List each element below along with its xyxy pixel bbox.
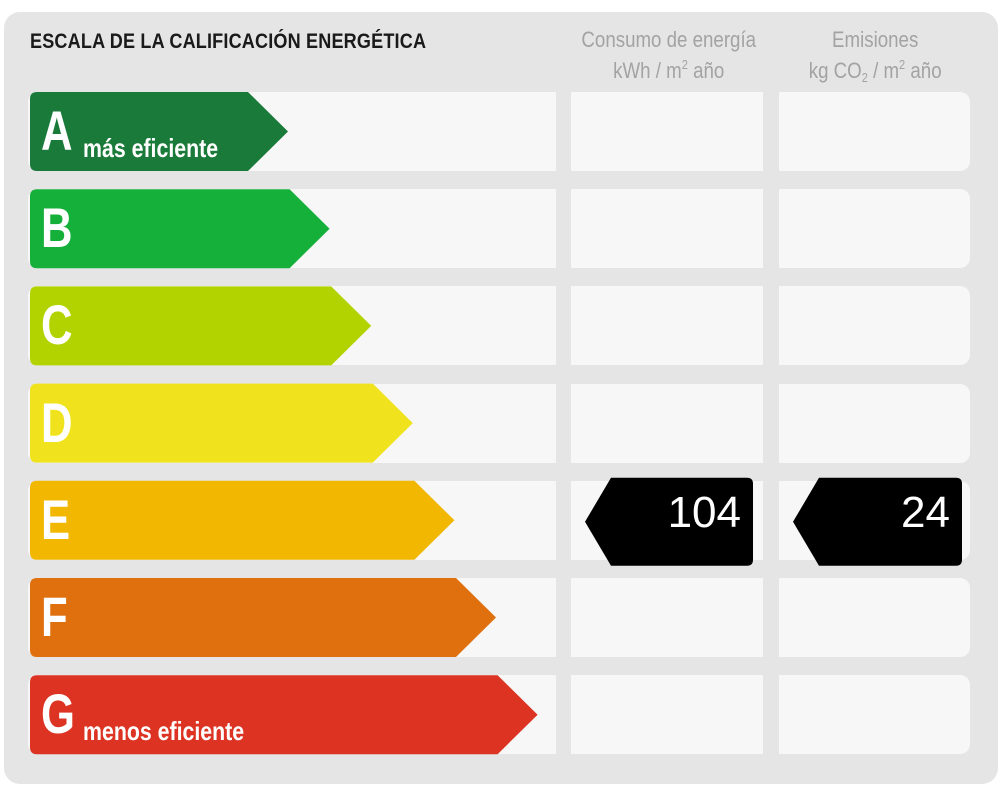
bar-g [30, 675, 538, 755]
row-g-cell-2 [779, 675, 970, 755]
row-g-cell-1 [571, 675, 763, 755]
bar-label-d: D [41, 390, 73, 454]
bar-a [30, 92, 288, 171]
bar-label-f: F [41, 585, 68, 648]
emissions-column-header: Emisiones kg CO2 / m2 año [775, 24, 975, 86]
row-c-cell-1 [571, 286, 763, 366]
row-b-cell-2 [779, 189, 970, 269]
emissions-value: 24 [901, 487, 950, 537]
row-f-cell-2 [779, 578, 970, 657]
bar-label-a: A [41, 99, 73, 162]
best-efficiency-label: más eficiente [83, 133, 219, 163]
row-a-cell-2 [779, 92, 970, 171]
consumption-column-header: Consumo de energía kWh / m2 año [566, 24, 766, 86]
bar-label-b: B [41, 196, 73, 260]
consumption-unit-label: kWh / m2 año [613, 57, 725, 83]
row-b-cell-1 [571, 189, 763, 269]
consumption-value: 104 [667, 487, 741, 537]
bar-label-g: G [41, 682, 75, 746]
emissions-unit-label: kg CO2 / m2 año [808, 57, 942, 85]
emissions-column-title: Emisiones [831, 27, 919, 52]
bar-d [30, 383, 413, 463]
bar-label-e: E [41, 487, 71, 551]
emissions-rating-arrow [793, 477, 962, 566]
consumption-rating-arrow [585, 477, 753, 566]
row-f-cell-1 [571, 578, 763, 657]
bar-label-c: C [41, 293, 73, 357]
worst-efficiency-label: menos eficiente [83, 716, 245, 747]
chart-title: ESCALA DE LA CALIFICACIÓN ENERGÉTICA [30, 30, 427, 53]
bar-c [30, 286, 372, 366]
bar-e [30, 480, 455, 560]
row-d-cell-1 [571, 383, 763, 463]
consumption-column-title: Consumo de energía [581, 27, 757, 52]
row-d-cell-2 [779, 383, 970, 463]
row-c-cell-2 [779, 286, 970, 366]
row-a-cell-1 [571, 92, 763, 171]
bar-b [30, 189, 330, 269]
bar-f [30, 578, 496, 657]
